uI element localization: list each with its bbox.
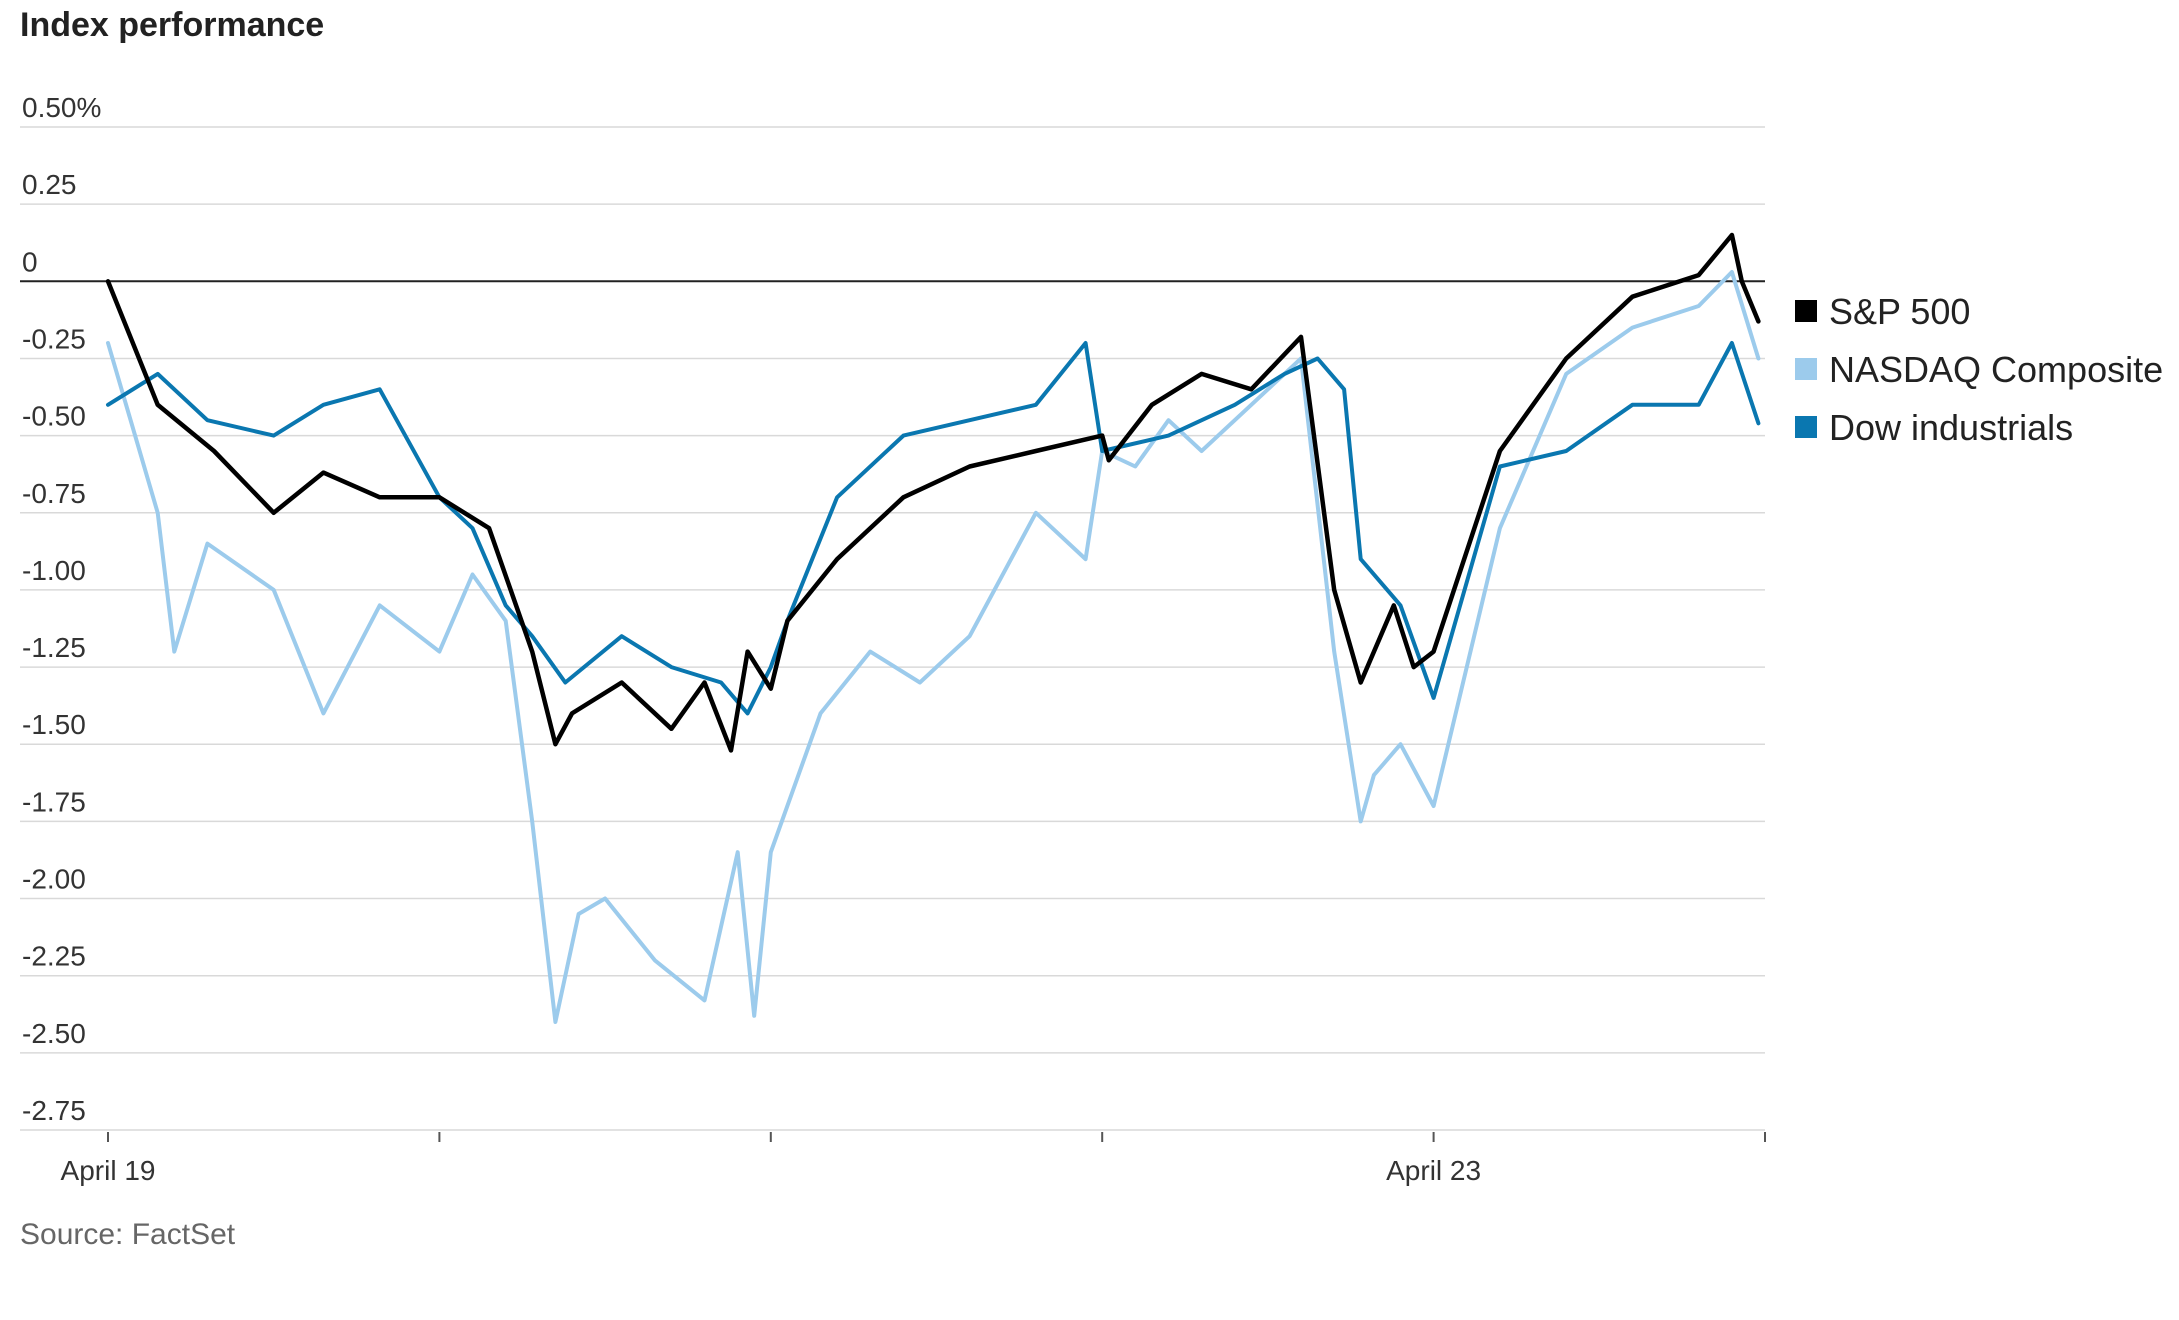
legend-swatch xyxy=(1795,416,1817,438)
y-tick-label: -2.25 xyxy=(22,941,86,972)
y-tick-label: -2.00 xyxy=(22,864,86,895)
legend-label: NASDAQ Composite xyxy=(1829,349,2163,390)
y-tick-label: -1.50 xyxy=(22,709,86,740)
line-chart: 0.50% 0.25 0 -0.25 -0.50 -0.75 -1.00 -1.25 -1.50… xyxy=(20,92,2163,1186)
y-tick-label: -0.25 xyxy=(22,323,86,354)
chart-title: Index performance xyxy=(20,6,325,44)
source-note: Source: FactSet xyxy=(20,1218,236,1251)
series-line-nasdaq-composite xyxy=(106,270,1761,1024)
y-tick-label: 0.25 xyxy=(22,169,77,200)
y-tick-label: -1.75 xyxy=(22,786,86,817)
y-tick-label: -0.75 xyxy=(22,478,86,509)
legend-label: S&P 500 xyxy=(1829,291,1970,332)
y-tick-label: -0.50 xyxy=(22,401,86,432)
y-tick-label: -1.25 xyxy=(22,632,86,663)
y-tick-label: -1.00 xyxy=(22,555,86,586)
legend: S&P 500 NASDAQ Composite Dow industrials xyxy=(1795,291,2163,448)
x-tick-label: April 23 xyxy=(1386,1155,1481,1186)
series-lines xyxy=(105,232,1761,1024)
legend-swatch xyxy=(1795,300,1817,322)
series-line-dow-industrials xyxy=(106,341,1761,716)
y-tick-label: -2.75 xyxy=(22,1095,86,1126)
y-tick-label: 0 xyxy=(22,246,38,277)
y-tick-label: 0.50% xyxy=(22,92,101,123)
x-tick-label: April 19 xyxy=(61,1155,156,1186)
y-tick-label: -2.50 xyxy=(22,1018,86,1049)
legend-swatch xyxy=(1795,358,1817,380)
gridlines xyxy=(20,126,1765,1131)
axes: 0.50% 0.25 0 -0.25 -0.50 -0.75 -1.00 -1.25 -1.50… xyxy=(22,92,1766,1186)
legend-label: Dow industrials xyxy=(1829,407,2073,448)
series-line-s-p-500 xyxy=(105,232,1761,753)
